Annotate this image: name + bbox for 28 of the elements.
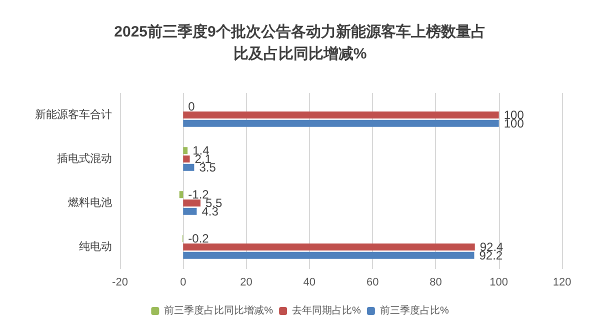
data-label: 0 [188,100,196,114]
bar [183,120,499,127]
x-tick-label: -20 [112,276,128,288]
bar [183,208,197,215]
data-label: -0.2 [188,232,210,246]
chart-title: 2025前三季度9个批次公告各动力新能源客车上榜数量占比及占比同比增减% [114,22,486,62]
x-tick-label: 60 [366,276,379,288]
x-tick-label: 40 [303,276,316,288]
bar [183,164,194,171]
bar [179,191,184,198]
x-tick-label: 20 [240,276,252,288]
bar [183,200,201,206]
bar [183,244,475,250]
y-tick-label: 纯电动 [79,240,112,253]
legend-label: 去年同期占比% [292,304,362,316]
y-tick-label: 插电式混动 [57,152,112,165]
bar [183,112,499,118]
y-tick-label: 新能源客车合计 [35,108,112,121]
bar [183,156,190,162]
x-tick-label: 120 [552,276,572,288]
x-tick-label: 0 [180,276,186,288]
x-tick-label: 80 [430,276,442,288]
legend-label: 前三季度占比同比增减% [164,304,274,316]
x-tick-label: 100 [490,276,508,288]
bar [183,252,474,259]
legend-label: 前三季度占比% [380,304,449,316]
y-tick-label: 燃料电池 [68,196,112,209]
bar [183,147,188,154]
